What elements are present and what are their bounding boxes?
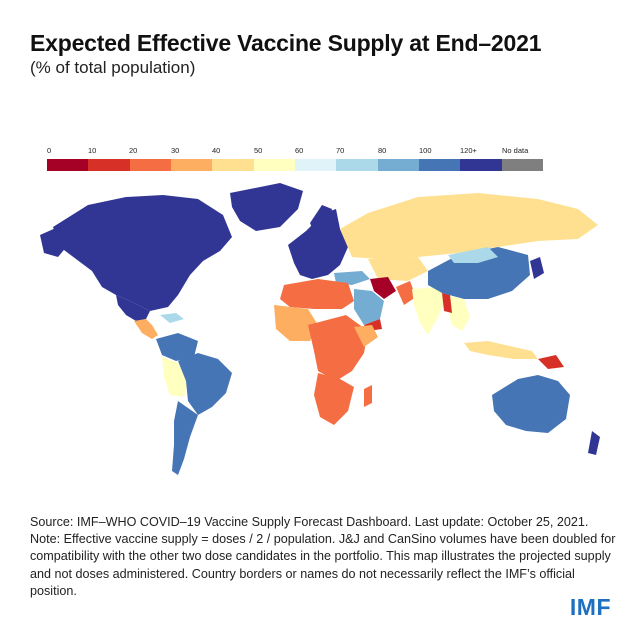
legend-swatch-5 <box>253 159 295 171</box>
region-australia <box>492 375 570 433</box>
legend-color-bar <box>47 159 543 171</box>
region-central-africa <box>308 315 368 381</box>
note-line: Note: Effective vaccine supply = doses /… <box>30 532 616 598</box>
region-europe <box>288 209 348 279</box>
region-north-america <box>53 195 232 311</box>
legend-label-70: 70 <box>336 146 345 155</box>
legend-labels: 0 10 20 30 40 50 60 70 80 100 120+ No da… <box>47 146 543 158</box>
region-andes <box>162 357 188 397</box>
region-japan <box>530 257 544 279</box>
region-scandinavia <box>310 205 332 237</box>
region-southern-africa <box>314 373 354 425</box>
region-brazil <box>178 353 232 415</box>
region-south-america-north <box>156 333 198 361</box>
region-indonesia <box>464 341 538 359</box>
legend-swatch-7 <box>336 159 378 171</box>
legend-label-40: 40 <box>212 146 221 155</box>
region-central-america <box>134 319 158 339</box>
legend-swatch-0 <box>47 159 89 171</box>
legend-swatch-9 <box>418 159 461 171</box>
region-iran <box>370 277 396 299</box>
region-india <box>412 287 446 335</box>
region-turkey <box>334 271 370 285</box>
region-alaska <box>40 227 68 257</box>
legend-label-20: 20 <box>129 146 138 155</box>
legend-label-0: 0 <box>47 146 52 155</box>
region-southern-cone <box>172 401 198 475</box>
legend-label-120: 120+ <box>460 146 477 155</box>
legend-swatch-6 <box>294 159 337 171</box>
source-line: Source: IMF–WHO COVID–19 Vaccine Supply … <box>30 515 589 529</box>
legend-swatch-1 <box>88 159 130 171</box>
region-new-zealand <box>588 431 600 455</box>
region-pakistan <box>396 281 416 305</box>
world-map <box>40 183 600 475</box>
legend-label-60: 60 <box>295 146 304 155</box>
legend-swatch-4 <box>212 159 254 171</box>
region-russia <box>340 193 598 259</box>
legend-label-100: 100 <box>419 146 432 155</box>
region-myanmar <box>442 293 452 313</box>
legend-label-nodata: No data <box>502 146 529 155</box>
map-title: Expected Effective Vaccine Supply at End… <box>30 30 542 56</box>
region-se-asia <box>446 295 470 331</box>
legend-label-50: 50 <box>254 146 263 155</box>
region-mongolia <box>448 247 498 263</box>
region-horn <box>354 325 378 347</box>
source-note: Source: IMF–WHO COVID–19 Vaccine Supply … <box>30 514 620 600</box>
legend-swatch-8 <box>377 159 419 171</box>
region-caribbean <box>160 313 184 323</box>
legend-label-10: 10 <box>88 146 97 155</box>
legend-swatch-3 <box>170 159 213 171</box>
legend-swatch-2 <box>129 159 171 171</box>
legend-label-30: 30 <box>171 146 180 155</box>
region-png <box>538 355 564 369</box>
region-greenland <box>230 183 303 231</box>
legend-swatch-11 <box>501 159 543 171</box>
region-arabia <box>354 289 384 325</box>
legend-label-80: 80 <box>378 146 387 155</box>
region-north-africa <box>280 279 354 309</box>
map-subtitle: (% of total population) <box>30 58 196 77</box>
region-mexico <box>116 295 150 321</box>
imf-logo: IMF <box>569 594 611 620</box>
region-central-asia <box>368 257 428 281</box>
region-west-africa <box>274 305 318 341</box>
color-legend: 0 10 20 30 40 50 60 70 80 100 120+ No da… <box>47 146 543 174</box>
region-madagascar <box>364 385 372 407</box>
legend-swatch-10 <box>460 159 502 171</box>
